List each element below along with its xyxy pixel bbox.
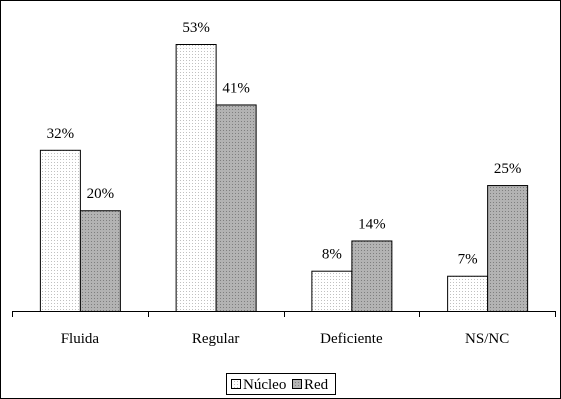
legend-label-núcleo: Núcleo [243, 377, 286, 393]
x-tick-label-3: NS/NC [465, 331, 509, 347]
x-tick-label-2: Deficiente [320, 331, 383, 347]
data-label-red-2: 14% [358, 216, 386, 232]
bar-red-2 [351, 240, 393, 312]
x-tick-label-1: Regular [192, 331, 239, 347]
bar-núcleo-2 [311, 270, 353, 313]
legend: Núcleo Red [226, 373, 336, 395]
legend-label-red: Red [304, 377, 329, 393]
legend-swatch-red [292, 379, 302, 389]
data-label-núcleo-2: 8% [322, 247, 342, 263]
data-label-núcleo-3: 7% [458, 252, 478, 268]
legend-box [226, 373, 336, 395]
plot-area: 32% 20% 53% 41% 8% 14% 7% 25% Fluida Regular Defic… [12, 20, 556, 347]
data-label-red-0: 20% [87, 186, 115, 202]
bar-red-1 [215, 104, 257, 312]
data-label-red-3: 25% [494, 161, 522, 177]
legend-swatch-núcleo [231, 379, 241, 389]
bar-núcleo-0 [39, 149, 81, 312]
data-label-núcleo-1: 53% [182, 20, 210, 36]
bar-red-3 [487, 185, 529, 313]
bar-red-0 [79, 210, 121, 312]
data-label-red-1: 41% [222, 80, 250, 96]
x-tick-label-0: Fluida [61, 331, 100, 347]
bar-núcleo-1 [175, 44, 217, 312]
data-label-núcleo-0: 32% [47, 126, 75, 142]
bar-núcleo-3 [447, 275, 489, 312]
